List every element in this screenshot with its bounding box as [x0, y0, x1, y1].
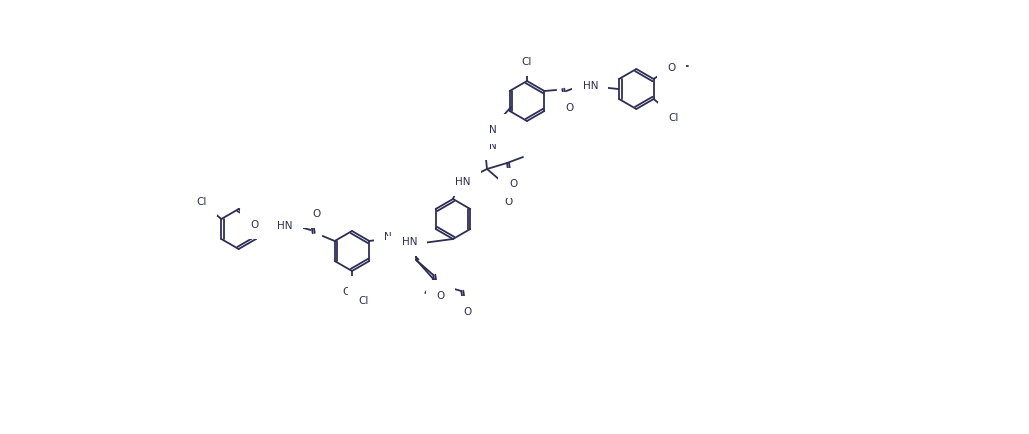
Text: N: N: [489, 141, 497, 151]
Text: Cl: Cl: [522, 57, 532, 67]
Text: HN: HN: [455, 177, 470, 187]
Text: HN: HN: [277, 220, 292, 230]
Text: N: N: [489, 125, 497, 135]
Text: Cl: Cl: [197, 197, 207, 207]
Text: HN: HN: [401, 237, 417, 247]
Text: Cl: Cl: [359, 295, 369, 305]
Text: O: O: [463, 306, 471, 316]
Text: Cl: Cl: [343, 286, 353, 296]
Text: N: N: [396, 247, 404, 256]
Text: HN: HN: [582, 81, 598, 91]
Text: O: O: [668, 63, 676, 73]
Text: O: O: [565, 103, 573, 113]
Text: O: O: [504, 197, 512, 207]
Text: Cl: Cl: [669, 113, 679, 123]
Text: O: O: [509, 178, 518, 188]
Text: O: O: [436, 290, 445, 300]
Text: O: O: [313, 208, 321, 218]
Text: N: N: [385, 231, 392, 241]
Text: O: O: [250, 220, 259, 230]
